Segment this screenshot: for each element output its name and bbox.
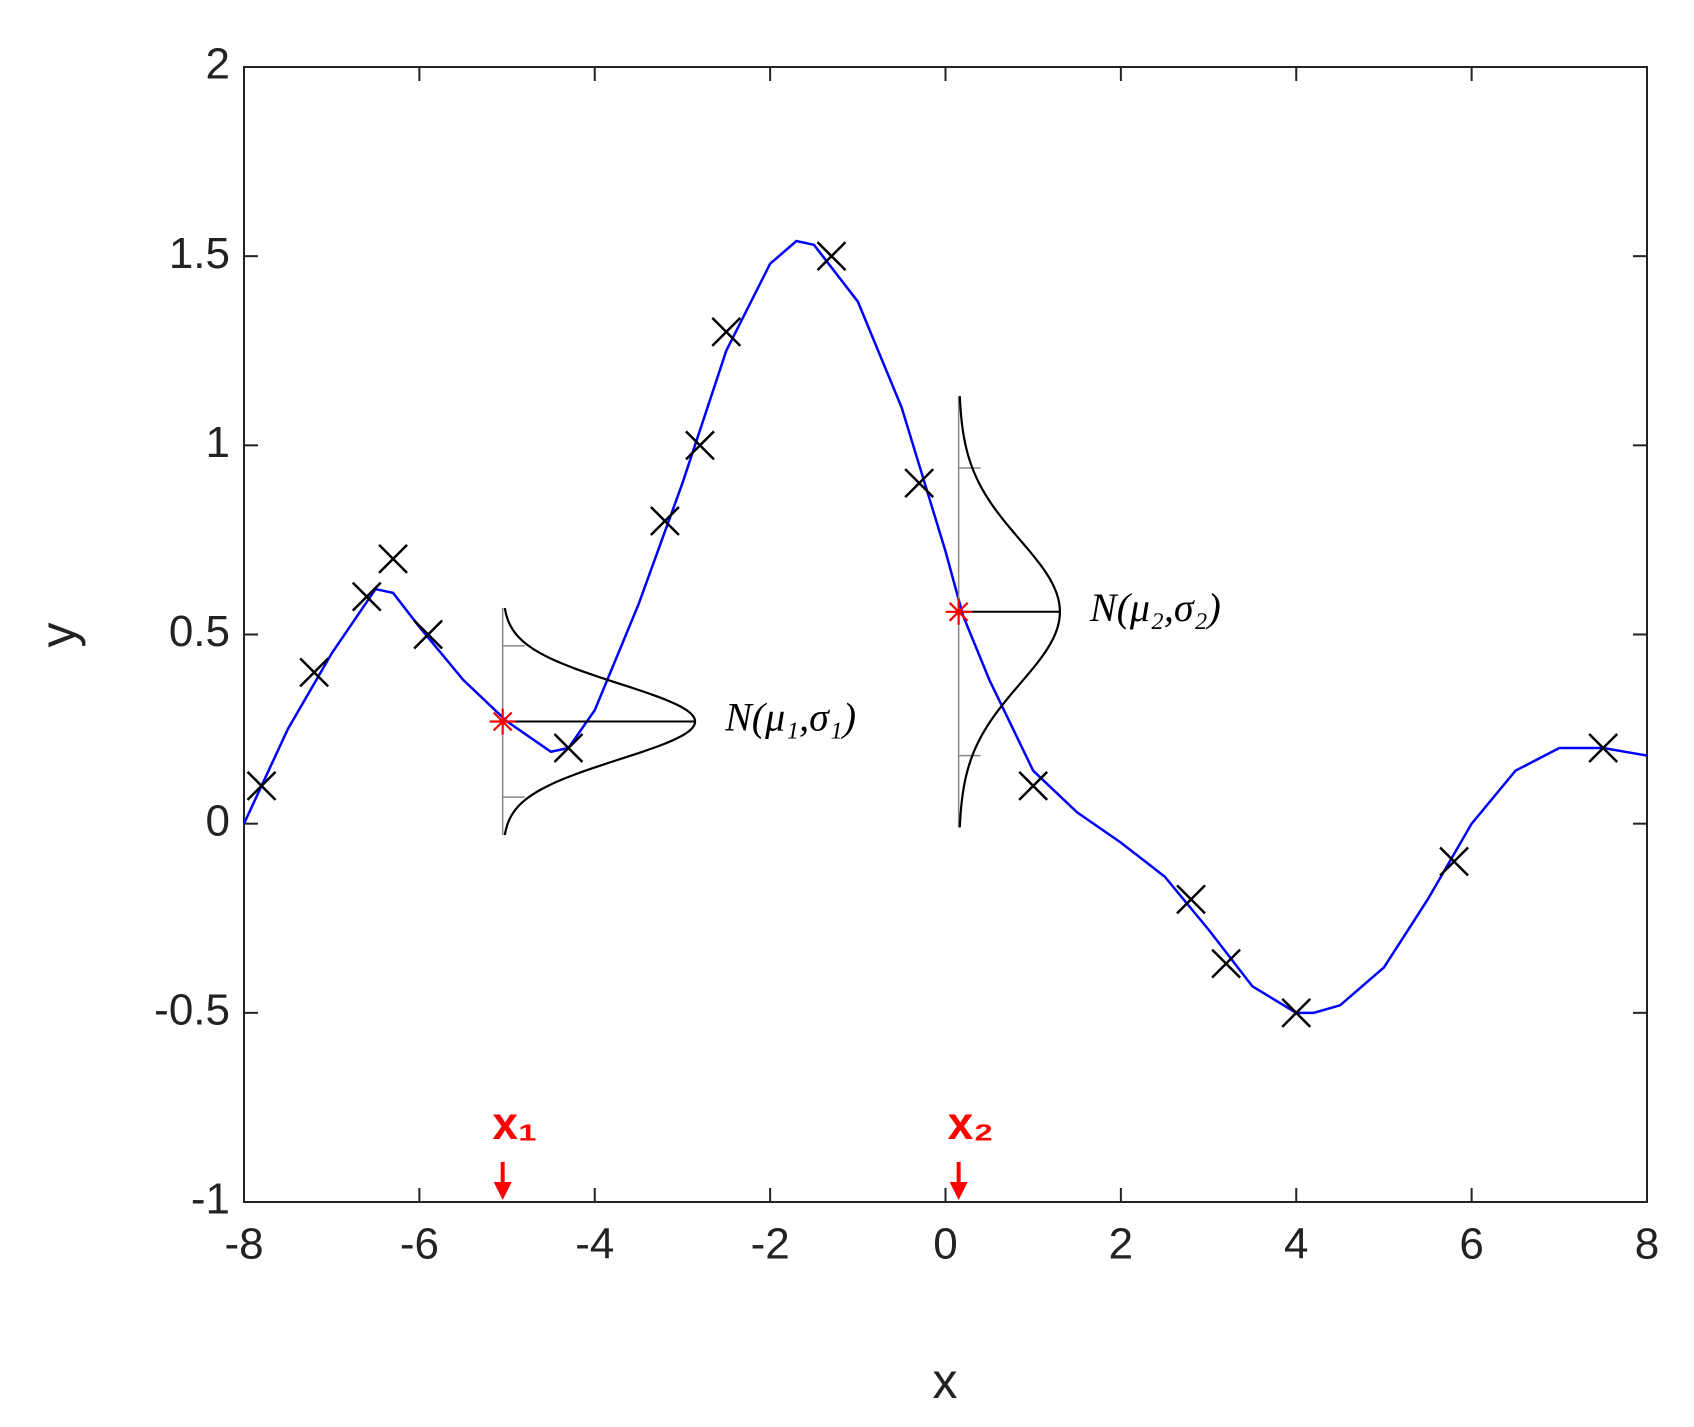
observation	[351, 581, 382, 612]
observation	[299, 657, 330, 688]
observation	[1439, 846, 1469, 877]
observation	[1281, 997, 1312, 1028]
observation	[553, 733, 584, 763]
x-tick-label: -8	[224, 1220, 263, 1269]
observation	[904, 468, 935, 499]
query-arrowhead	[493, 1182, 512, 1200]
y-tick-label: -0.5	[154, 985, 230, 1034]
distribution-label: N(μ₂,σ₂)	[1089, 585, 1221, 630]
y-axis-label: y	[30, 623, 86, 648]
x-tick-label: 8	[1635, 1220, 1659, 1269]
y-tick-label: -1	[191, 1175, 230, 1224]
observation	[413, 619, 444, 650]
x-tick-label: -6	[400, 1220, 439, 1269]
observation	[1018, 770, 1049, 801]
x-tick-label: -2	[751, 1220, 790, 1269]
observation	[1211, 948, 1241, 979]
x-tick-label: 2	[1109, 1220, 1133, 1269]
y-tick-label: 0.5	[169, 607, 230, 656]
query-label: x₂	[948, 1097, 994, 1149]
prediction	[945, 598, 972, 625]
observation	[246, 770, 277, 801]
query-arrowhead	[949, 1182, 968, 1200]
query-label: x₁	[492, 1097, 537, 1149]
y-tick-label: 1.5	[169, 229, 230, 278]
observation	[1588, 733, 1619, 763]
x-tick-label: -4	[575, 1220, 614, 1269]
observation	[685, 430, 715, 461]
observation	[711, 316, 742, 347]
mean-line	[242, 239, 1648, 1015]
y-tick-label: 1	[206, 418, 230, 467]
distribution-label: N(μ₁,σ₁)	[724, 695, 856, 740]
plot-frame	[243, 66, 1648, 1203]
prediction	[489, 708, 516, 735]
y-tick-label: 0	[206, 796, 230, 845]
observation	[1176, 884, 1206, 915]
x-axis-label: x	[933, 1353, 958, 1409]
observation	[650, 506, 680, 536]
x-tick-label: 4	[1284, 1220, 1308, 1269]
y-tick-label: 2	[206, 40, 230, 89]
x-tick-label: 6	[1459, 1220, 1483, 1269]
x-tick-label: 0	[933, 1220, 957, 1269]
observation	[378, 543, 408, 574]
observation	[816, 241, 847, 272]
